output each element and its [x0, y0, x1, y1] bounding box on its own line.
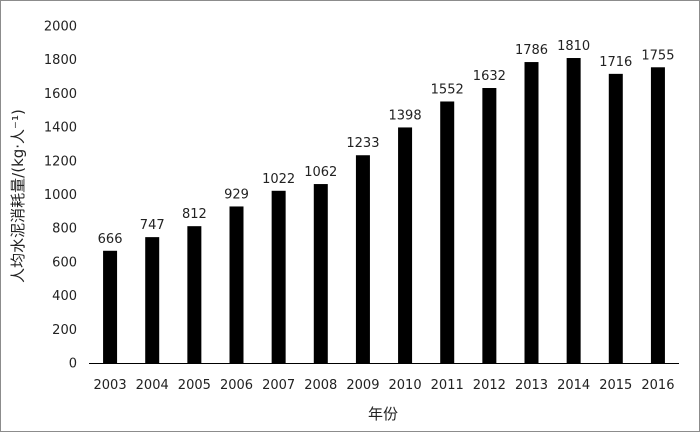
data-label: 1022: [262, 172, 295, 187]
data-label: 1810: [557, 39, 590, 54]
data-label: 1632: [473, 69, 506, 84]
bars: [103, 58, 665, 364]
x-tick-label: 2012: [473, 378, 506, 393]
y-axis-ticks: 0 200 400 600 800 1000 1200 1400 1600 1800 2000: [44, 20, 77, 372]
data-label: 812: [182, 207, 207, 222]
data-label: 1398: [389, 108, 422, 123]
data-label: 1552: [431, 82, 464, 97]
x-tick-label: 2009: [346, 378, 379, 393]
x-tick-label: 2016: [641, 378, 674, 393]
data-label: 666: [98, 232, 123, 247]
x-axis-ticks: 2003 2004 2005 2006 2007 2008 2009 2010 2011 2012…: [94, 378, 675, 393]
bar: [355, 155, 370, 363]
bar: [103, 250, 118, 363]
y-tick-label: 200: [52, 323, 77, 338]
x-tick-label: 2003: [94, 378, 127, 393]
x-axis-title: 年份: [368, 405, 398, 423]
bar: [145, 237, 160, 363]
y-tick-label: 600: [52, 255, 77, 270]
bar: [524, 62, 539, 364]
y-tick-label: 1400: [44, 121, 77, 136]
y-tick-label: 1000: [44, 188, 77, 203]
bar: [482, 88, 497, 364]
bar: [271, 190, 286, 363]
bar: [313, 184, 328, 363]
y-tick-label: 1800: [44, 53, 77, 68]
bar: [566, 58, 581, 363]
x-tick-label: 2013: [515, 378, 548, 393]
x-tick-label: 2008: [304, 378, 337, 393]
data-label: 1233: [346, 136, 379, 151]
x-tick-label: 2006: [220, 378, 253, 393]
x-tick-label: 2004: [136, 378, 169, 393]
y-tick-label: 400: [52, 289, 77, 304]
data-label: 1716: [599, 55, 632, 70]
y-tick-label: 1600: [44, 87, 77, 102]
y-tick-label: 2000: [44, 20, 77, 35]
y-axis-title: 人均水泥消耗量/(kg·人⁻¹): [9, 109, 27, 283]
data-label: 1755: [641, 48, 674, 63]
y-tick-label: 0: [69, 357, 77, 372]
bar: [650, 67, 665, 363]
bar: [398, 127, 413, 363]
x-tick-label: 2014: [557, 378, 590, 393]
data-label: 747: [140, 218, 165, 233]
data-label: 1786: [515, 43, 548, 58]
bar: [187, 226, 202, 363]
x-tick-label: 2011: [431, 378, 464, 393]
data-labels: 666 747 812 929 1022 1062 1233 1398 1552 1632 1786…: [98, 39, 675, 247]
x-tick-label: 2005: [178, 378, 211, 393]
y-tick-label: 1200: [44, 154, 77, 169]
x-tick-label: 2015: [599, 378, 632, 393]
x-tick-label: 2007: [262, 378, 295, 393]
bar: [440, 101, 455, 363]
bar: [229, 206, 244, 363]
data-label: 929: [224, 187, 249, 202]
y-tick-label: 800: [52, 222, 77, 237]
bar: [608, 73, 623, 363]
data-label: 1062: [304, 165, 337, 180]
x-tick-label: 2010: [389, 378, 422, 393]
